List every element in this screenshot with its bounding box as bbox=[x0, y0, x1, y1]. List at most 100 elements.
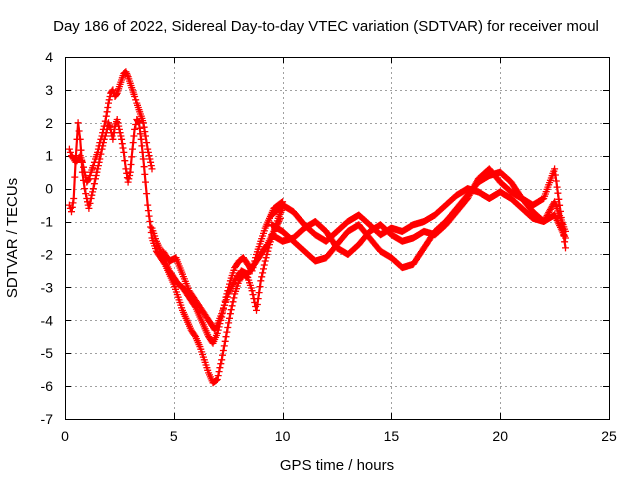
data-point bbox=[78, 157, 86, 165]
y-axis-label: SDTVAR / TECUs bbox=[4, 178, 21, 298]
data-point bbox=[93, 168, 101, 176]
data-point bbox=[220, 342, 228, 350]
data-point bbox=[147, 158, 155, 166]
data-point bbox=[259, 269, 267, 277]
y-tick-label: 3 bbox=[45, 82, 53, 98]
data-point bbox=[129, 145, 136, 153]
y-tick-label: 4 bbox=[45, 49, 53, 65]
data-point bbox=[249, 291, 257, 299]
data-point bbox=[101, 132, 109, 140]
data-point bbox=[103, 108, 111, 116]
data-point bbox=[224, 324, 232, 331]
data-point bbox=[473, 178, 481, 186]
y-tick-label: -2 bbox=[41, 246, 54, 262]
data-point bbox=[87, 195, 95, 202]
data-point bbox=[95, 158, 103, 166]
data-point bbox=[126, 172, 134, 179]
data-point bbox=[553, 183, 561, 191]
x-tick-label: 5 bbox=[170, 428, 178, 444]
data-point bbox=[559, 226, 567, 234]
x-tick-label: 25 bbox=[601, 428, 617, 444]
y-tick-label: -1 bbox=[41, 214, 54, 230]
data-point bbox=[122, 165, 130, 173]
y-tick-label: -3 bbox=[41, 279, 54, 295]
data-point bbox=[94, 165, 102, 173]
data-point bbox=[88, 191, 96, 199]
data-point bbox=[70, 195, 78, 202]
data-point bbox=[215, 368, 223, 376]
data-point bbox=[560, 232, 568, 240]
data-point bbox=[86, 199, 94, 207]
data-point bbox=[97, 150, 105, 158]
data-point bbox=[551, 171, 559, 179]
data-point bbox=[470, 182, 478, 190]
data-point bbox=[145, 152, 153, 160]
series-4 bbox=[159, 214, 284, 334]
data-point bbox=[116, 129, 124, 137]
data-point bbox=[263, 251, 271, 258]
data-point bbox=[138, 142, 146, 150]
data-point bbox=[557, 214, 565, 221]
data-series bbox=[65, 68, 569, 387]
plot-frame bbox=[65, 57, 610, 420]
data-point bbox=[68, 203, 76, 211]
data-point bbox=[77, 146, 85, 154]
data-point bbox=[81, 185, 89, 193]
data-point bbox=[124, 178, 132, 186]
data-point bbox=[136, 124, 144, 132]
grid bbox=[65, 57, 609, 419]
data-point bbox=[225, 319, 233, 327]
x-axis-label: GPS time / hours bbox=[280, 457, 394, 474]
data-point bbox=[275, 218, 283, 225]
data-point bbox=[113, 90, 120, 98]
data-point bbox=[276, 216, 284, 224]
data-point bbox=[144, 201, 152, 209]
data-point bbox=[142, 132, 149, 140]
data-point bbox=[74, 119, 82, 127]
data-point bbox=[69, 199, 77, 207]
data-point bbox=[143, 190, 151, 198]
chart-title: Day 186 of 2022, Sidereal Day-to-day VTE… bbox=[53, 18, 599, 35]
data-point bbox=[125, 175, 133, 183]
data-point bbox=[223, 328, 231, 336]
data-point bbox=[552, 177, 560, 185]
data-point bbox=[123, 70, 131, 77]
y-tick-label: 0 bbox=[45, 181, 53, 197]
data-point bbox=[261, 257, 269, 265]
data-point bbox=[466, 190, 474, 198]
data-point bbox=[101, 117, 109, 125]
data-point bbox=[561, 238, 569, 246]
data-point bbox=[255, 289, 263, 297]
data-point bbox=[139, 155, 147, 163]
data-point bbox=[113, 116, 121, 123]
data-point bbox=[92, 175, 99, 183]
data-point bbox=[118, 135, 126, 143]
data-point bbox=[85, 175, 93, 183]
data-point bbox=[85, 204, 93, 212]
y-tick-label: 2 bbox=[45, 115, 53, 131]
data-point bbox=[256, 283, 264, 291]
data-point bbox=[89, 188, 97, 196]
data-point bbox=[144, 145, 152, 153]
data-point bbox=[123, 71, 131, 79]
data-point bbox=[109, 135, 117, 143]
data-point bbox=[100, 135, 108, 143]
data-point bbox=[248, 287, 256, 295]
data-point bbox=[130, 132, 138, 140]
data-point bbox=[144, 207, 152, 215]
data-point bbox=[464, 195, 472, 202]
data-point bbox=[146, 218, 154, 225]
data-point bbox=[140, 163, 148, 171]
data-point bbox=[98, 145, 106, 153]
data-point bbox=[110, 129, 118, 137]
data-point bbox=[258, 273, 266, 281]
data-point bbox=[72, 152, 80, 160]
data-point bbox=[226, 310, 234, 318]
data-point bbox=[229, 298, 237, 306]
data-point bbox=[222, 333, 230, 341]
data-point bbox=[260, 265, 267, 273]
data-point bbox=[139, 148, 147, 156]
x-tick-label: 15 bbox=[384, 428, 400, 444]
